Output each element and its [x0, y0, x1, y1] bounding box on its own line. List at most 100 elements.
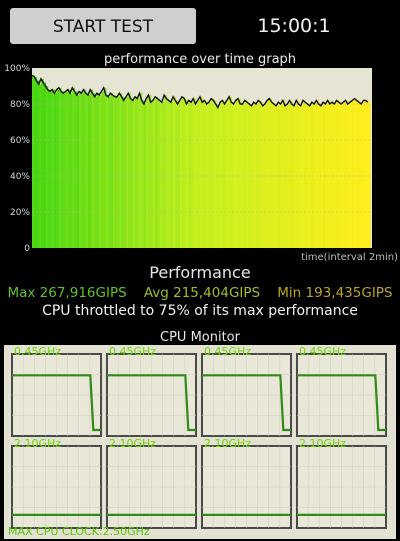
- performance-bar: [226, 100, 230, 249]
- performance-bar: [135, 96, 138, 248]
- graph-title: performance over time graph: [103, 52, 297, 67]
- performance-bar: [67, 89, 71, 248]
- performance-bar: [197, 100, 201, 249]
- performance-bar: [188, 100, 192, 249]
- performance-bar: [289, 100, 293, 249]
- performance-bar: [56, 89, 60, 248]
- performance-bar: [85, 93, 89, 248]
- performance-bar: [123, 100, 127, 249]
- performance-bar: [244, 100, 248, 249]
- performance-bar: [36, 80, 40, 248]
- performance-bar: [128, 93, 132, 248]
- performance-bar: [186, 104, 190, 248]
- performance-bar: [166, 98, 170, 248]
- performance-bar: [61, 91, 64, 249]
- y-tick-label: 100%: [4, 64, 30, 74]
- performance-bar: [52, 89, 55, 248]
- y-tick-label: 0: [24, 244, 30, 254]
- performance-line: [31, 74, 369, 110]
- performance-bar: [220, 102, 223, 248]
- performance-bar: [92, 93, 96, 248]
- performance-bar: [262, 105, 266, 248]
- performance-bar: [159, 100, 163, 249]
- performance-bar: [300, 105, 304, 248]
- performance-bar: [352, 100, 356, 249]
- core-frequency-line: [12, 374, 101, 432]
- throttle-text: CPU throttled to 75% of its max performa…: [42, 303, 358, 319]
- performance-bar: [316, 100, 320, 249]
- avg-gips: Avg 215,404GIPS: [143, 285, 261, 301]
- y-tick-label: 40%: [10, 172, 30, 182]
- performance-bar: [164, 95, 167, 248]
- performance-bar: [141, 100, 145, 249]
- performance-bar: [354, 98, 358, 248]
- performance-bar: [271, 102, 275, 248]
- performance-bar: [87, 95, 91, 248]
- core-graph: [11, 445, 102, 529]
- core-frequency-label: 2.10GHz: [14, 437, 62, 450]
- performance-bar: [242, 104, 246, 248]
- performance-bar: [273, 104, 277, 248]
- performance-bar: [132, 100, 136, 249]
- performance-bar: [114, 96, 118, 248]
- performance-bar: [365, 100, 369, 249]
- performance-graph: 0 20% 40% 60% 80% 100% time(interval 2min): [4, 64, 398, 263]
- performance-bar: [47, 89, 51, 248]
- performance-bar: [54, 93, 58, 248]
- performance-bar: [267, 100, 270, 249]
- performance-bar: [94, 96, 98, 248]
- performance-bar: [45, 86, 49, 248]
- performance-bar: [332, 102, 335, 248]
- performance-bar: [101, 91, 105, 249]
- performance-bar: [137, 98, 141, 248]
- performance-bar: [119, 93, 123, 248]
- performance-bar: [311, 102, 315, 248]
- performance-bar: [99, 95, 103, 248]
- core-frequency-label: 0.45GHz: [204, 345, 252, 358]
- performance-bar: [363, 100, 367, 249]
- performance-bar: [43, 82, 47, 249]
- performance-bar: [182, 96, 185, 248]
- start-test-button[interactable]: START TEST: [10, 8, 196, 44]
- performance-bar: [175, 100, 179, 249]
- core-graph: [106, 445, 197, 529]
- core-graph: [106, 353, 197, 437]
- performance-bar: [233, 104, 237, 248]
- performance-bar: [117, 96, 120, 248]
- performance-bar: [305, 102, 309, 248]
- performance-bar: [168, 100, 172, 249]
- performance-bar: [105, 95, 109, 248]
- performance-bar: [121, 96, 125, 248]
- core-frequency-label: 0.45GHz: [109, 345, 157, 358]
- performance-bar: [258, 100, 262, 249]
- performance-bar: [139, 93, 143, 248]
- performance-bar: [130, 98, 134, 248]
- core-graph: [201, 353, 292, 437]
- performance-bar: [350, 102, 353, 248]
- performance-stats: Max 267,916GIPS Avg 215,404GIPS Min 193,…: [0, 285, 400, 301]
- performance-bar: [108, 96, 111, 248]
- performance-bar: [356, 100, 360, 249]
- performance-bar: [148, 95, 152, 248]
- performance-bar: [103, 87, 107, 248]
- cpu-monitor-panel: 0.45GHz 0.45GHz 0.45GHz 0.45GHz 2.10GHz 2.10G…: [4, 345, 396, 539]
- performance-bar: [177, 104, 181, 248]
- performance-bar: [323, 102, 326, 248]
- core-frequency-label: 0.45GHz: [14, 345, 62, 358]
- performance-bar: [112, 95, 116, 248]
- performance-bar: [235, 100, 239, 249]
- performance-bar: [79, 91, 82, 249]
- performance-bar: [238, 98, 241, 248]
- performance-bar: [253, 102, 257, 248]
- performance-bar: [309, 105, 313, 248]
- core-frequency-line: [297, 374, 386, 432]
- performance-bar: [76, 95, 80, 248]
- performance-bar: [38, 84, 42, 248]
- performance-bar: [296, 100, 300, 249]
- performance-bar: [285, 105, 288, 248]
- performance-bar: [58, 87, 62, 248]
- performance-bar: [341, 104, 344, 248]
- performance-bar: [126, 96, 129, 248]
- performance-bar: [334, 104, 338, 248]
- core-graph: [11, 353, 102, 437]
